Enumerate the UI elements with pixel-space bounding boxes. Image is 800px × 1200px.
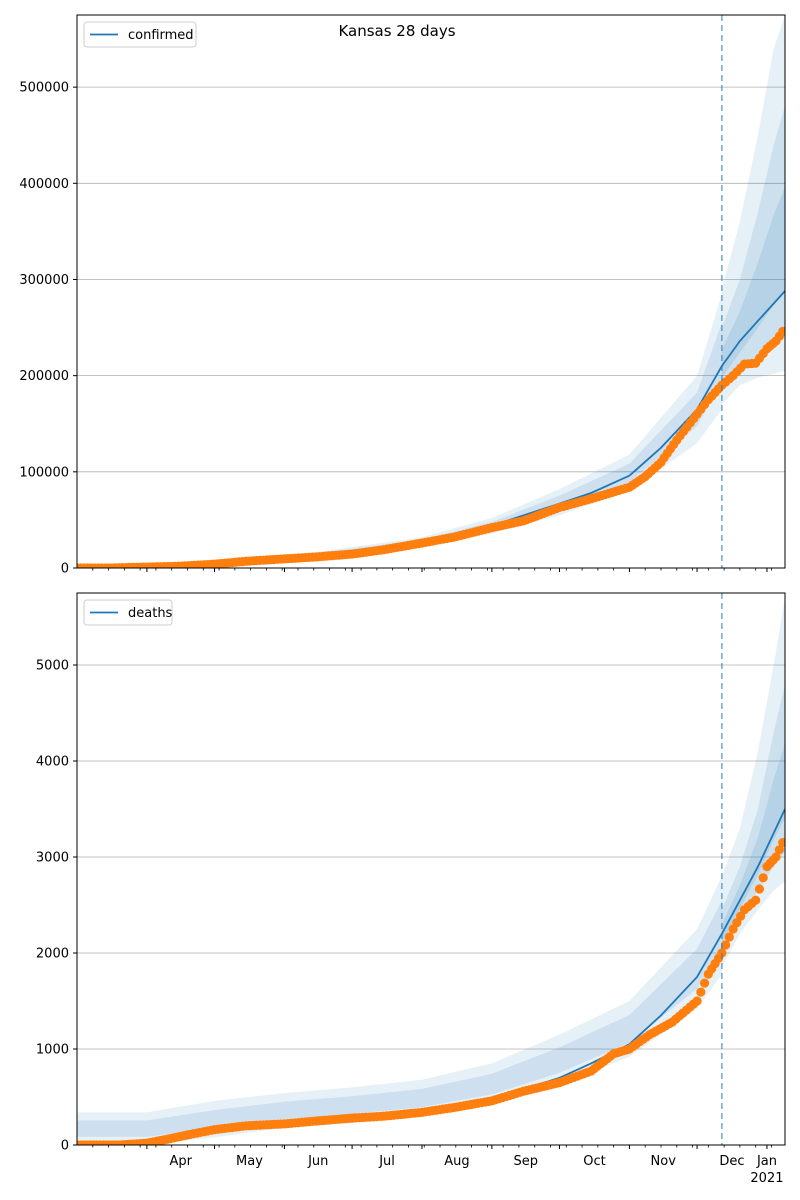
plot-area xyxy=(77,593,785,1145)
deaths-panel: 0 1000 2000 3000 4000 5000 Apr May Jun Jul Aug Sep O… xyxy=(36,592,786,1186)
forecast-band-outer xyxy=(721,15,785,405)
forecast-band-mid xyxy=(721,106,785,391)
legend: deaths xyxy=(83,599,173,626)
legend: confirmed xyxy=(83,21,197,48)
x-tick-label: Dec xyxy=(719,1154,744,1169)
observed-point xyxy=(774,845,784,855)
x-tick-label: Nov xyxy=(651,1154,677,1169)
forecast-band-mid xyxy=(721,684,785,953)
y-tick-label: 100000 xyxy=(19,465,69,480)
figure-title: Kansas 28 days xyxy=(338,22,455,40)
legend-box xyxy=(83,599,173,626)
observed-point xyxy=(699,978,710,988)
x-tick-label: Aug xyxy=(444,1154,469,1169)
y-tick-label: 0 xyxy=(61,1139,69,1154)
observed-point xyxy=(758,873,768,883)
legend-box xyxy=(83,21,197,48)
y-tick-label: 500000 xyxy=(19,81,69,96)
forecast-band-inner xyxy=(721,743,785,945)
y-tick-label: 400000 xyxy=(19,177,69,192)
observed-point xyxy=(778,326,785,337)
x-year-label: 2021 xyxy=(750,1171,783,1186)
observed-point xyxy=(692,996,702,1006)
y-tick-label: 3000 xyxy=(36,851,69,866)
observed-point xyxy=(696,987,706,997)
y-tick-label: 300000 xyxy=(19,273,69,288)
observed-point xyxy=(751,895,761,905)
observed-point xyxy=(754,884,765,894)
forecast-band-inner xyxy=(721,187,785,378)
forecast-band-outer xyxy=(721,597,785,968)
confirmed-panel: 0 100000 200000 300000 400000 500000 confirmed xyxy=(19,14,786,577)
y-tick-label: 0 xyxy=(61,562,69,577)
x-tick-label: May xyxy=(236,1154,263,1169)
x-tick-label: Oct xyxy=(583,1154,605,1169)
y-tick-label: 200000 xyxy=(19,369,69,384)
observed-point xyxy=(724,932,734,942)
y-tick-label: 4000 xyxy=(36,755,69,770)
x-tick-label: Jun xyxy=(307,1154,328,1169)
observed-point xyxy=(778,838,785,848)
axes-frame xyxy=(76,592,786,1146)
observed-point xyxy=(771,852,781,862)
y-tick-label: 1000 xyxy=(36,1043,69,1058)
x-tick-label: Apr xyxy=(169,1154,192,1169)
legend-label: confirmed xyxy=(128,28,194,43)
x-tick-label: Jan xyxy=(756,1154,777,1169)
plot-area xyxy=(77,15,785,568)
observed-point xyxy=(721,940,731,950)
y-tick-label: 2000 xyxy=(36,947,69,962)
x-tick-label: Jul xyxy=(378,1154,395,1169)
y-tick-label: 5000 xyxy=(36,659,69,674)
uncertainty-band-outer xyxy=(77,293,722,568)
x-tick-label: Sep xyxy=(513,1154,538,1169)
legend-label: deaths xyxy=(128,606,173,621)
axes-frame xyxy=(76,14,786,569)
